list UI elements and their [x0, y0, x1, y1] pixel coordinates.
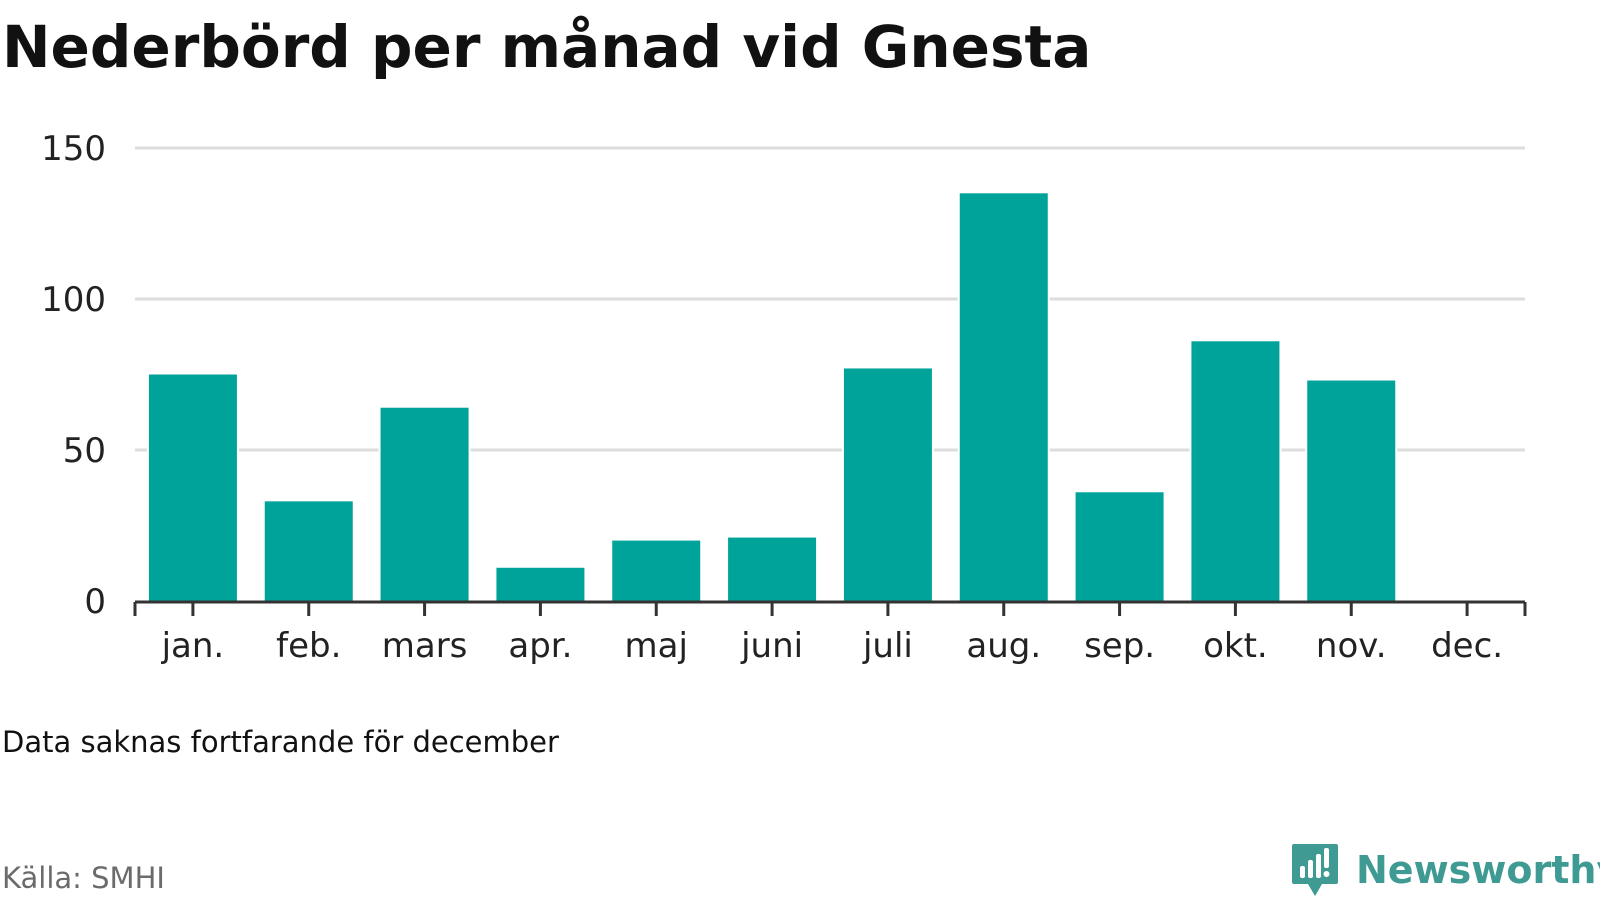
- bar-aug: [957, 191, 1050, 604]
- x-tick-label: apr.: [508, 626, 572, 666]
- brand-name: Newsworthy: [1356, 848, 1600, 892]
- bar-mars: [378, 405, 471, 603]
- y-axis-labels: 0 50 100 150: [41, 129, 106, 622]
- x-tick-label: feb.: [276, 626, 341, 666]
- x-tick-label: maj: [625, 626, 688, 666]
- bar-nov: [1305, 378, 1398, 604]
- x-tick-label: mars: [382, 626, 468, 666]
- newsworthy-logo-icon: [1292, 844, 1338, 896]
- x-axis: [133, 600, 1527, 616]
- x-tick-label: sep.: [1084, 626, 1155, 666]
- x-tick-label: juni: [740, 626, 803, 666]
- bars: [146, 191, 1398, 604]
- y-tick-label: 0: [84, 582, 106, 622]
- bar-jan: [146, 372, 239, 603]
- chart-note: Data saknas fortfarande för december: [2, 725, 559, 759]
- source-label: Källa: SMHI: [2, 861, 165, 895]
- x-tick-label: dec.: [1431, 626, 1503, 666]
- bar-apr: [494, 565, 587, 604]
- bar-feb: [262, 499, 355, 603]
- y-tick-label: 100: [41, 280, 106, 320]
- y-tick-label: 50: [63, 431, 106, 471]
- bar-maj: [610, 538, 703, 603]
- y-tick-label: 150: [41, 129, 106, 169]
- x-tick-label: nov.: [1316, 626, 1387, 666]
- brand-logo: Newsworthy: [1290, 842, 1600, 898]
- bar-juli: [841, 366, 934, 603]
- grid-lines: [135, 146, 1525, 452]
- x-axis-labels: jan. feb. mars apr. maj juni juli aug. sep. okt. n…: [161, 626, 1503, 666]
- x-tick-label: okt.: [1203, 626, 1268, 666]
- x-tick-label: aug.: [966, 626, 1041, 666]
- bar-juni: [726, 535, 819, 604]
- bar-sep: [1073, 490, 1166, 603]
- x-tick-label: juli: [862, 626, 913, 666]
- chart-title: Nederbörd per månad vid Gnesta: [2, 13, 1092, 81]
- bar-okt: [1189, 339, 1282, 603]
- x-tick-label: jan.: [161, 626, 225, 666]
